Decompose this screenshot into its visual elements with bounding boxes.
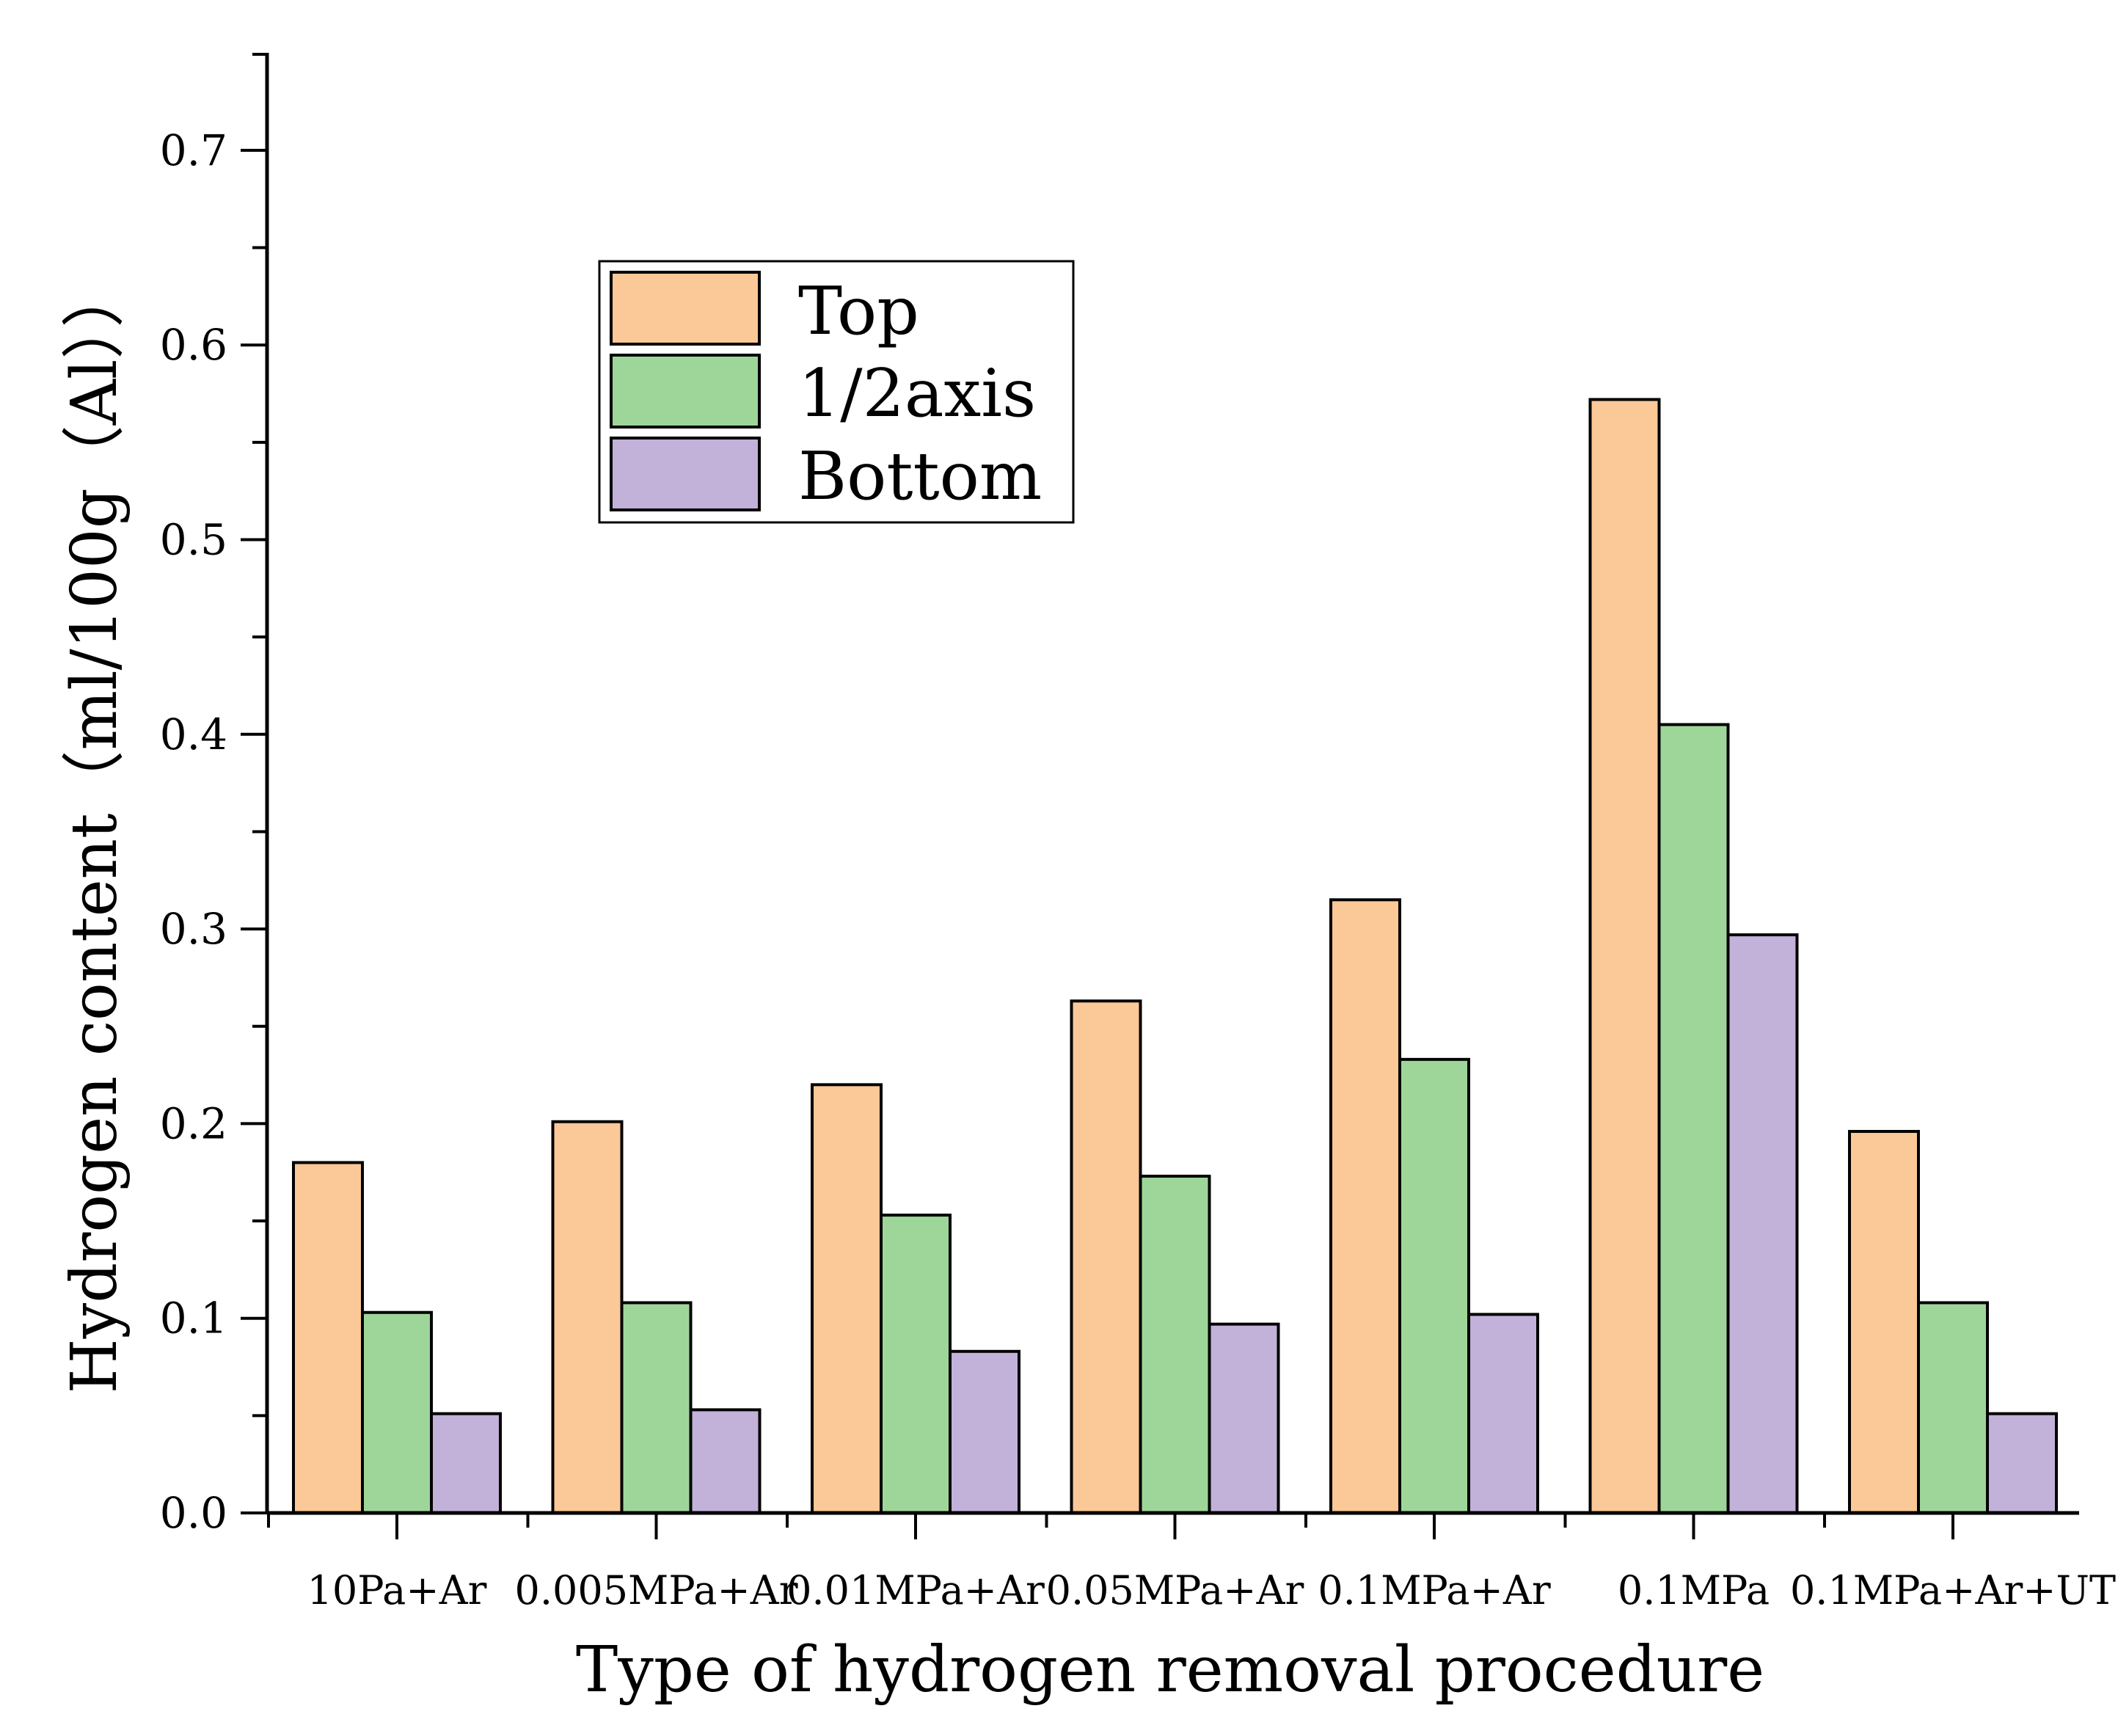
y-tick-label: 0.0 [160,1488,227,1538]
bars-group [292,398,2058,1515]
y-tick-label: 0.7 [160,125,227,175]
bar-1-2axis-6 [1917,1301,1989,1514]
x-category-label: 0.005MPa+Ar [514,1567,797,1613]
bar-top-2 [811,1083,883,1514]
y-tick-label: 0.3 [160,904,227,954]
x-category-label: 0.1MPa+Ar [1318,1567,1551,1613]
x-category-label: 10Pa+Ar [307,1567,487,1613]
bar-top-5 [1588,398,1661,1514]
bar-1-2axis-2 [880,1214,952,1514]
bar-top-0 [292,1161,364,1514]
bar-bottom-5 [1726,933,1799,1514]
y-tick-label: 0.4 [160,710,227,759]
legend-label-half-axis: 1/2axis [798,355,1036,432]
bar-bottom-6 [1986,1412,2058,1515]
legend-swatch-half-axis [610,354,761,428]
y-tick-label: 0.6 [160,320,227,370]
bar-bottom-2 [949,1349,1020,1515]
y-tick-label: 0.5 [160,515,227,565]
bar-1-2axis-5 [1657,723,1730,1514]
x-axis-title: Type of hydrogen removal procedure [576,1633,1764,1707]
bar-top-3 [1070,999,1142,1514]
bar-1-2axis-4 [1398,1057,1470,1514]
y-ticks-group: 0.0 0.1 0.2 0.3 0.4 0.5 0.6 0.7 [160,53,267,1538]
bar-bottom-0 [430,1412,502,1515]
x-ticks-group: 10Pa+Ar 0.005MPa+Ar0.01MPa+Ar 0.05MPa+Ar 0.… [267,1513,2116,1613]
legend-label-top: Top [798,273,919,350]
bar-top-4 [1329,898,1401,1515]
x-category-label: 0.01MPa+Ar [786,1567,1045,1613]
bar-1-2axis-3 [1139,1175,1211,1514]
bar-top-6 [1848,1130,1920,1514]
bar-top-1 [551,1120,624,1514]
y-tick-label: 0.1 [160,1294,227,1343]
bar-1-2axis-0 [361,1310,433,1514]
bar-1-2axis-1 [620,1301,693,1514]
bar-bottom-3 [1208,1322,1280,1515]
bar-bottom-1 [689,1408,762,1514]
x-category-label: 0.1MPa+Ar+UT [1790,1567,2116,1613]
legend-swatch-top [610,271,761,346]
x-category-label: 0.05MPa+Ar [1046,1567,1304,1613]
legend: Top 1/2axis Bottom [598,260,1075,524]
x-category-label: 0.1MPa [1618,1567,1770,1613]
axes-group [265,53,2079,1515]
bar-bottom-4 [1467,1313,1539,1515]
y-axis-title: Hydrogen content（ml/100g（Al）） [58,265,131,1394]
legend-swatch-bottom [610,437,761,511]
legend-label-bottom: Bottom [798,438,1042,515]
y-tick-label: 0.2 [160,1098,227,1148]
